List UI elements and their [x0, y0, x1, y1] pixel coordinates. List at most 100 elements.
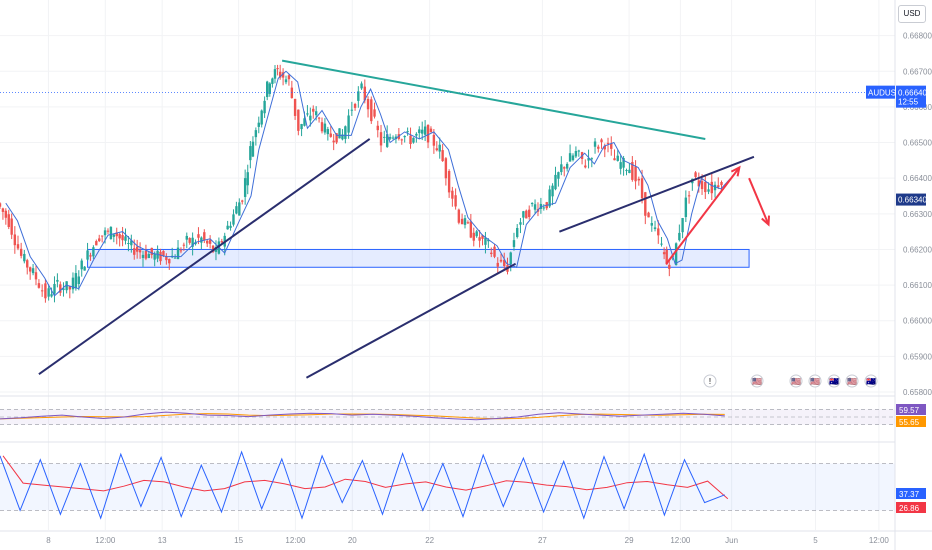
last-price-bg	[896, 85, 926, 108]
trendlines	[38, 59, 755, 379]
candle-body-65	[191, 237, 194, 247]
rising-wedge-line	[559, 155, 755, 233]
candle-body-119	[347, 115, 350, 133]
candle-body-200	[593, 141, 597, 147]
down-projection-line	[748, 177, 770, 225]
price-tick-9: 0.65900	[903, 352, 932, 361]
candle-body-208	[619, 162, 622, 169]
candle-body-42	[124, 236, 127, 241]
candle-body-96	[278, 71, 282, 78]
candle-body-226	[674, 243, 678, 266]
time-tick-11: 5	[813, 536, 818, 545]
candle-body-220	[657, 228, 660, 236]
stoch-k-text: 37.37	[899, 490, 920, 499]
event-badge-1[interactable]: 🇺🇸	[750, 374, 764, 388]
time-tick-9: 12:00	[670, 536, 691, 545]
candle-body-29	[86, 250, 89, 260]
candle-body-120	[350, 109, 354, 111]
price-tick-7: 0.66100	[903, 281, 932, 290]
candle-body-132	[388, 136, 392, 139]
candle-body-106	[309, 115, 312, 121]
candle-body-79	[232, 214, 235, 225]
candle-body-178	[528, 209, 531, 218]
event-badge-3[interactable]: 🇺🇸	[808, 374, 822, 388]
up-projection-head	[730, 165, 741, 177]
candle-body-151	[444, 158, 448, 179]
candle-body-28	[83, 266, 86, 271]
candle-body-80	[235, 206, 238, 214]
candle-body-64	[188, 238, 191, 243]
last-price-text: 0.66640	[898, 89, 927, 98]
price-tick-5: 0.66300	[903, 210, 932, 219]
candle-body-160	[472, 232, 475, 241]
candle-body-198	[587, 158, 590, 161]
candle-body-105	[306, 113, 309, 115]
candle-body-216	[644, 192, 647, 216]
candle-body-230	[687, 195, 691, 197]
candle-body-138	[406, 131, 409, 133]
candle-body-55	[162, 250, 165, 256]
candle-body-233	[697, 180, 701, 187]
candle-body-15	[44, 283, 47, 299]
descending-resistance	[281, 59, 706, 140]
candle-body-111	[323, 123, 327, 133]
candle-body-54	[159, 251, 162, 262]
candle-body-17	[50, 294, 53, 297]
rsi-badges: 59.57 55.65	[896, 404, 926, 427]
event-badge-4[interactable]: 🇦🇺	[827, 374, 841, 388]
candle-body-205	[610, 143, 613, 149]
event-badge-text-0: !	[709, 377, 711, 386]
event-badge-text-5: 🇺🇸	[847, 377, 857, 386]
event-badge-6[interactable]: 🇦🇺	[864, 374, 878, 388]
stoch-k-line	[0, 450, 725, 520]
candle-body-40	[118, 234, 121, 239]
candle-body-118	[344, 126, 347, 139]
candle-body-35	[103, 230, 107, 236]
price-tick-0: 0.66800	[903, 32, 932, 41]
candle-body-214	[637, 178, 641, 181]
candle-body-11	[31, 268, 35, 274]
candle-body-24	[71, 277, 75, 290]
candle-body-150	[441, 150, 444, 162]
event-badge-circle-2	[789, 374, 803, 388]
candle-body-27	[80, 260, 83, 270]
candle-body-71	[208, 239, 212, 244]
candle-body-156	[460, 218, 464, 225]
time-tick-10: Jun	[725, 536, 738, 545]
candle-body-59	[173, 257, 177, 259]
candle-body-57	[168, 258, 171, 264]
event-badges[interactable]: ! 🇺🇸 🇺🇸 🇺🇸 🇦🇺 🇺🇸 🇦🇺	[703, 374, 878, 388]
candle-body-78	[229, 225, 232, 228]
event-badge-2[interactable]: 🇺🇸	[789, 374, 803, 388]
candle-body-189	[560, 164, 563, 173]
candle-body-87	[254, 130, 258, 138]
time-tick-6: 22	[425, 536, 434, 545]
candle-body-56	[165, 256, 168, 261]
candle-body-37	[109, 226, 113, 240]
candle-body-224	[668, 264, 671, 269]
event-badge-5[interactable]: 🇺🇸	[845, 374, 859, 388]
candle-body-104	[303, 118, 306, 126]
candle-body-227	[678, 232, 681, 241]
event-badge-0[interactable]: !	[703, 374, 717, 388]
event-badge-text-6: 🇦🇺	[866, 376, 876, 386]
candle-body-8	[23, 253, 26, 262]
candle-body-115	[335, 133, 338, 143]
candle-body-137	[403, 135, 406, 138]
rsi-ma-bg	[896, 416, 926, 427]
candle-body-33	[98, 238, 101, 242]
candle-body-193	[571, 155, 575, 161]
candle-body-164	[484, 237, 487, 245]
candle-body-1	[1, 208, 5, 212]
candle-body-169	[499, 259, 503, 262]
candle-body-89	[260, 110, 263, 125]
candle-body-180	[533, 204, 537, 210]
down-projection-head	[761, 215, 771, 227]
candle-body-161	[475, 231, 478, 237]
candle-body-81	[238, 202, 241, 216]
candle-body-133	[391, 137, 395, 139]
candle-body-101	[293, 98, 297, 116]
currency-button[interactable]: USD	[898, 5, 926, 23]
moving-average-line	[5, 70, 731, 297]
candle-body-116	[338, 128, 341, 139]
